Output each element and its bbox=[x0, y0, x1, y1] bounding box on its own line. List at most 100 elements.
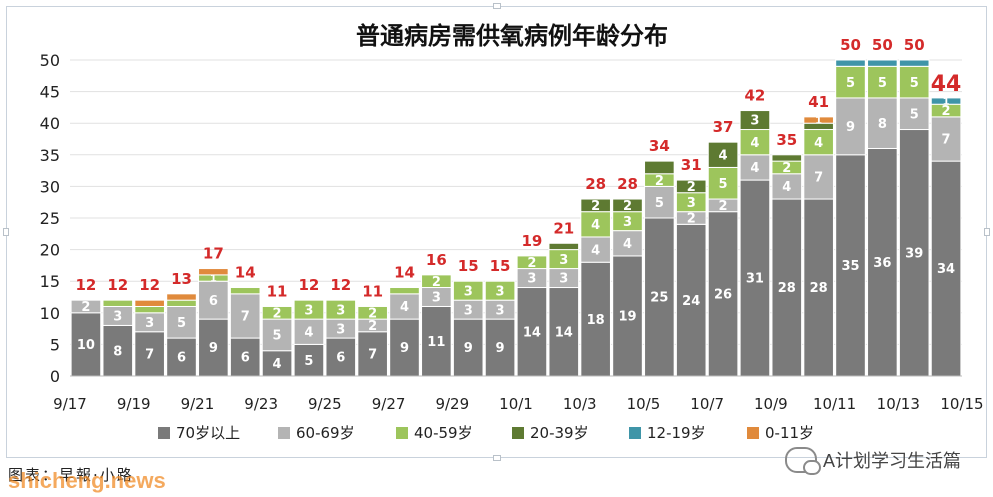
segment-value-label: 10 bbox=[77, 338, 95, 353]
segment-value-label: 3 bbox=[464, 284, 473, 299]
resize-handle-bottom[interactable] bbox=[493, 455, 501, 461]
bar-segment bbox=[835, 97, 866, 156]
y-tick-label: 15 bbox=[40, 272, 60, 291]
segment-value-label: 5 bbox=[304, 354, 313, 369]
bar-segment bbox=[548, 287, 580, 377]
bar-segment bbox=[548, 242, 580, 251]
bar-segment bbox=[261, 305, 293, 320]
bar-segment bbox=[898, 129, 930, 377]
bar-segment bbox=[421, 305, 452, 377]
resize-handle-right[interactable] bbox=[984, 228, 990, 236]
total-value-label: 28 bbox=[617, 175, 638, 193]
bar-segment bbox=[739, 129, 771, 156]
bar-segment bbox=[229, 293, 261, 339]
segment-value-label: 3 bbox=[336, 322, 345, 337]
bar-segment bbox=[835, 154, 866, 377]
legend-swatch bbox=[158, 427, 170, 439]
segment-value-label: 7 bbox=[814, 171, 823, 186]
y-tick-label: 0 bbox=[50, 367, 60, 386]
bar-segment bbox=[261, 318, 293, 352]
segment-value-label: 36 bbox=[873, 256, 891, 271]
y-tick-label: 10 bbox=[40, 304, 60, 323]
segment-value-label: 5 bbox=[273, 329, 282, 344]
segment-value-label: 2 bbox=[432, 275, 441, 290]
x-tick-label: 10/7 bbox=[690, 395, 724, 413]
bar-segment bbox=[134, 305, 165, 314]
total-value-label: 15 bbox=[490, 257, 511, 275]
bar-segment bbox=[293, 299, 325, 320]
bar-segment bbox=[357, 305, 388, 320]
bar-segment bbox=[867, 97, 898, 149]
total-value-label: 12 bbox=[298, 276, 319, 294]
bar-segment bbox=[389, 293, 420, 320]
bar-segment bbox=[930, 160, 962, 377]
y-tick-label: 40 bbox=[40, 114, 60, 133]
total-value-label: 12 bbox=[107, 276, 128, 294]
bar-segment bbox=[771, 198, 803, 377]
total-value-label: 12 bbox=[330, 276, 351, 294]
x-tick-label: 10/5 bbox=[627, 395, 661, 413]
segment-value-label: 3 bbox=[559, 272, 568, 287]
segment-value-label: 4 bbox=[400, 300, 409, 315]
wechat-account-name: A计划学习生活篇 bbox=[822, 451, 961, 471]
x-tick-label: 10/13 bbox=[877, 395, 920, 413]
bar-segment bbox=[898, 59, 930, 67]
total-value-label: 35 bbox=[776, 131, 797, 149]
legend-label: 20-39岁 bbox=[530, 424, 589, 442]
segment-value-label: 4 bbox=[750, 161, 759, 176]
segment-value-label: 2 bbox=[687, 212, 696, 227]
segment-value-label: 3 bbox=[687, 196, 696, 211]
bar-segment bbox=[452, 280, 484, 301]
legend-label: 40-59岁 bbox=[414, 424, 473, 442]
bar-segment bbox=[612, 230, 643, 257]
segment-value-label: 3 bbox=[559, 253, 568, 268]
bar-segment bbox=[166, 337, 197, 377]
segment-value-label: 8 bbox=[113, 344, 122, 359]
bar-segment bbox=[675, 179, 707, 194]
segment-value-label: 5 bbox=[878, 76, 887, 91]
x-tick-label: 9/25 bbox=[308, 395, 342, 413]
bar-segment bbox=[675, 223, 707, 377]
segment-value-label: 14 bbox=[555, 325, 573, 340]
bar-segment bbox=[166, 299, 197, 307]
segment-value-label: 5 bbox=[910, 107, 919, 122]
legend-label: 0-11岁 bbox=[765, 424, 814, 442]
segment-value-label: 2 bbox=[368, 306, 377, 321]
total-value-label: 12 bbox=[139, 276, 160, 294]
segment-value-label: 3 bbox=[527, 272, 536, 287]
segment-value-label: 4 bbox=[273, 357, 282, 372]
bar-segment bbox=[166, 293, 197, 301]
x-tick-label: 10/1 bbox=[499, 395, 533, 413]
segment-value-label: 31 bbox=[746, 272, 764, 287]
y-tick-label: 30 bbox=[40, 177, 60, 196]
bar-segment bbox=[707, 211, 739, 377]
y-tick-label: 50 bbox=[40, 51, 60, 70]
legend-label: 60-69岁 bbox=[296, 424, 355, 442]
legend-swatch bbox=[396, 427, 408, 439]
bar-segment bbox=[930, 116, 962, 162]
legend-label: 70岁以上 bbox=[176, 424, 240, 442]
segment-value-label: 24 bbox=[682, 294, 700, 309]
segment-value-label: 8 bbox=[878, 117, 887, 132]
wechat-account[interactable]: A计划学习生活篇 bbox=[784, 447, 961, 475]
segment-value-label: 4 bbox=[304, 325, 313, 340]
segment-value-label: 35 bbox=[841, 259, 859, 274]
wechat-icon bbox=[784, 447, 821, 475]
segment-value-label: 5 bbox=[655, 196, 664, 211]
bar-segment bbox=[803, 116, 834, 124]
segment-value-label: 28 bbox=[778, 281, 796, 296]
resize-handle-top[interactable] bbox=[493, 3, 501, 9]
segment-value-label: 1 bbox=[815, 116, 822, 127]
legend-swatch bbox=[278, 427, 290, 439]
bar-segment bbox=[293, 318, 325, 345]
segment-value-label: 2 bbox=[655, 174, 664, 189]
total-value-label: 13 bbox=[171, 270, 192, 288]
bar-segment bbox=[803, 154, 834, 200]
x-tick-label: 9/27 bbox=[372, 395, 406, 413]
resize-handle-left[interactable] bbox=[3, 228, 9, 236]
segment-value-label: 3 bbox=[336, 303, 345, 318]
legend-swatch bbox=[512, 427, 524, 439]
bar-segment bbox=[484, 318, 516, 377]
total-value-label: 17 bbox=[203, 245, 224, 263]
segment-value-label: 4 bbox=[719, 148, 728, 163]
